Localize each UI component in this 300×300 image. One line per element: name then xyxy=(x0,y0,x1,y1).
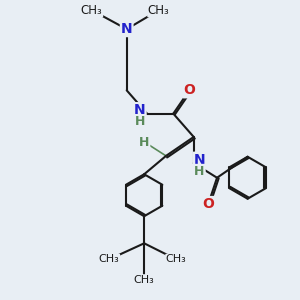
Text: H: H xyxy=(139,136,149,149)
Text: CH₃: CH₃ xyxy=(99,254,120,264)
Text: O: O xyxy=(202,197,214,211)
Text: N: N xyxy=(134,103,146,117)
Text: CH₃: CH₃ xyxy=(166,254,187,264)
Text: H: H xyxy=(194,165,205,178)
Text: N: N xyxy=(121,22,133,36)
Text: O: O xyxy=(183,83,195,97)
Text: N: N xyxy=(194,153,206,167)
Text: CH₃: CH₃ xyxy=(148,4,170,17)
Text: CH₃: CH₃ xyxy=(134,275,154,285)
Text: CH₃: CH₃ xyxy=(81,4,103,17)
Text: H: H xyxy=(135,115,145,128)
